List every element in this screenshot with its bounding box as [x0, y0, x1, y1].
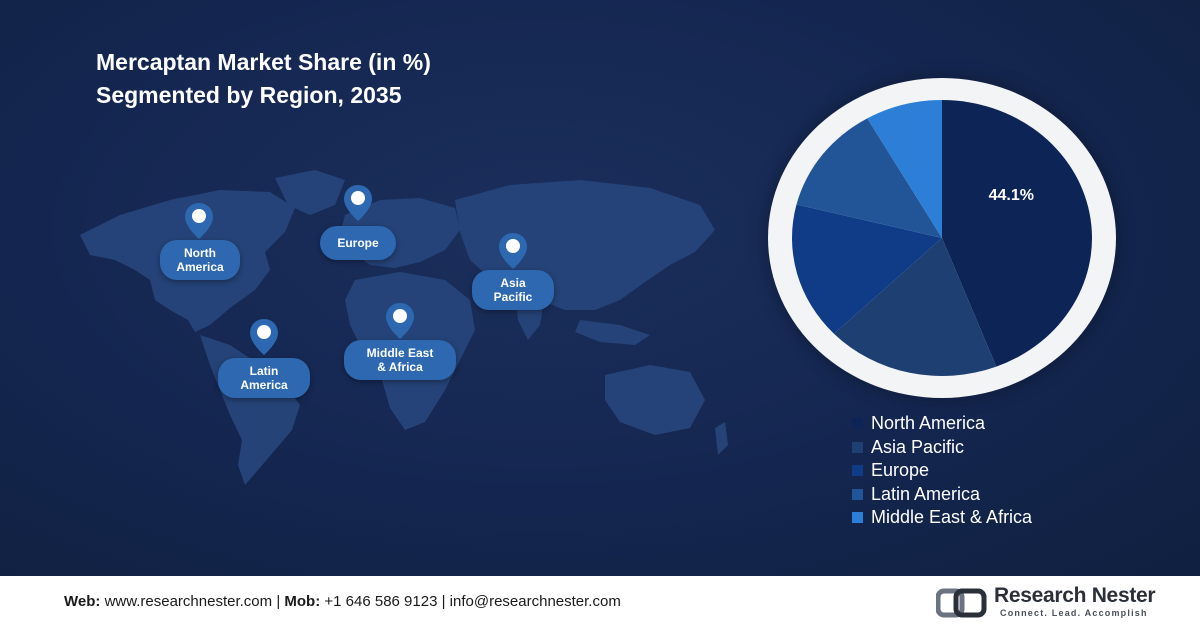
pie-slice-north-america — [942, 100, 1092, 367]
legend-swatch — [852, 488, 863, 500]
pin-label-line: Europe — [337, 236, 379, 250]
map-australia — [605, 365, 705, 435]
legend-label: Latin America — [871, 483, 981, 504]
pin-label-line: Pacific — [493, 290, 533, 304]
pin-label-line: America — [176, 260, 224, 274]
pin-label-line: Middle East — [366, 346, 434, 360]
pie-slice-asia-pacific — [833, 238, 997, 376]
pin-label-asia-pacific: Asia Pacific — [472, 270, 554, 310]
legend-label: Asia Pacific — [871, 436, 965, 457]
logo-name: Research Nester — [994, 584, 1156, 607]
map-pin-icon — [185, 203, 213, 239]
legend-label: North America — [871, 413, 986, 434]
legend-label: Europe — [871, 460, 930, 481]
pie-slice-latin-america — [796, 118, 942, 238]
map-pin-icon — [499, 233, 527, 269]
infographic-canvas: Mercaptan Market Share (in %) Segmented … — [0, 0, 1200, 576]
email-link[interactable]: info@researchnester.com — [449, 593, 621, 610]
legend-item: Middle East & Africa — [852, 506, 1032, 530]
mob-label: Mob: — [284, 593, 321, 610]
pie-chart: 44.1% — [768, 78, 1116, 398]
footer-contact: Web: www.researchnester.com | Mob: +1 64… — [64, 593, 621, 610]
logo-mark-icon — [936, 588, 987, 618]
pin-label-latin-america: Latin America — [218, 358, 310, 398]
legend-item: Latin America — [852, 483, 1032, 507]
pin-label-line: Latin — [249, 364, 279, 378]
separator: | — [441, 593, 446, 610]
legend-item: Asia Pacific — [852, 436, 1032, 460]
legend-swatch — [852, 512, 863, 524]
pin-label-north-america: North America — [160, 240, 240, 280]
map-se-asia — [575, 320, 650, 345]
pin-label-line: North — [184, 246, 216, 260]
legend-swatch — [852, 418, 863, 430]
pie-data-label: 44.1% — [989, 187, 1034, 204]
footer: Web: www.researchnester.com | Mob: +1 64… — [0, 576, 1200, 628]
legend-swatch — [852, 441, 863, 453]
phone-number: +1 646 586 9123 — [324, 593, 438, 610]
map-greenland — [275, 170, 345, 215]
legend-item: North America — [852, 412, 1032, 436]
title-line-2: Segmented by Region, 2035 — [96, 82, 402, 108]
map-pin-icon — [250, 319, 278, 355]
pin-label-line: & Africa — [377, 360, 423, 374]
legend-swatch — [852, 465, 863, 477]
map-pin-icon — [344, 185, 372, 221]
pin-label-line: America — [240, 378, 288, 392]
legend-item: Europe — [852, 459, 1032, 483]
pie-slice-europe — [792, 204, 942, 334]
research-nester-logo: Research Nester Connect. Lead. Accomplis… — [936, 582, 1156, 622]
pie-svg: 44.1% — [792, 100, 1092, 376]
web-link[interactable]: www.researchnester.com — [104, 593, 273, 610]
chart-legend: North America Asia Pacific Europe Latin Ame… — [852, 412, 1032, 530]
legend-label: Middle East & Africa — [871, 507, 1033, 528]
logo-tagline: Connect. Lead. Accomplish — [1000, 608, 1148, 618]
web-label: Web: — [64, 593, 101, 610]
map-pin-icon — [386, 303, 414, 339]
map-new-zealand — [715, 422, 728, 455]
chart-title: Mercaptan Market Share (in %) Segmented … — [96, 46, 431, 112]
title-line-1: Mercaptan Market Share (in %) — [96, 49, 431, 75]
pin-label-middle-east-africa: Middle East & Africa — [344, 340, 456, 380]
separator: | — [276, 593, 281, 610]
pin-label-line: Asia — [500, 276, 526, 290]
pin-label-europe: Europe — [320, 226, 396, 260]
pie-slice-middle-east-africa — [867, 100, 942, 238]
